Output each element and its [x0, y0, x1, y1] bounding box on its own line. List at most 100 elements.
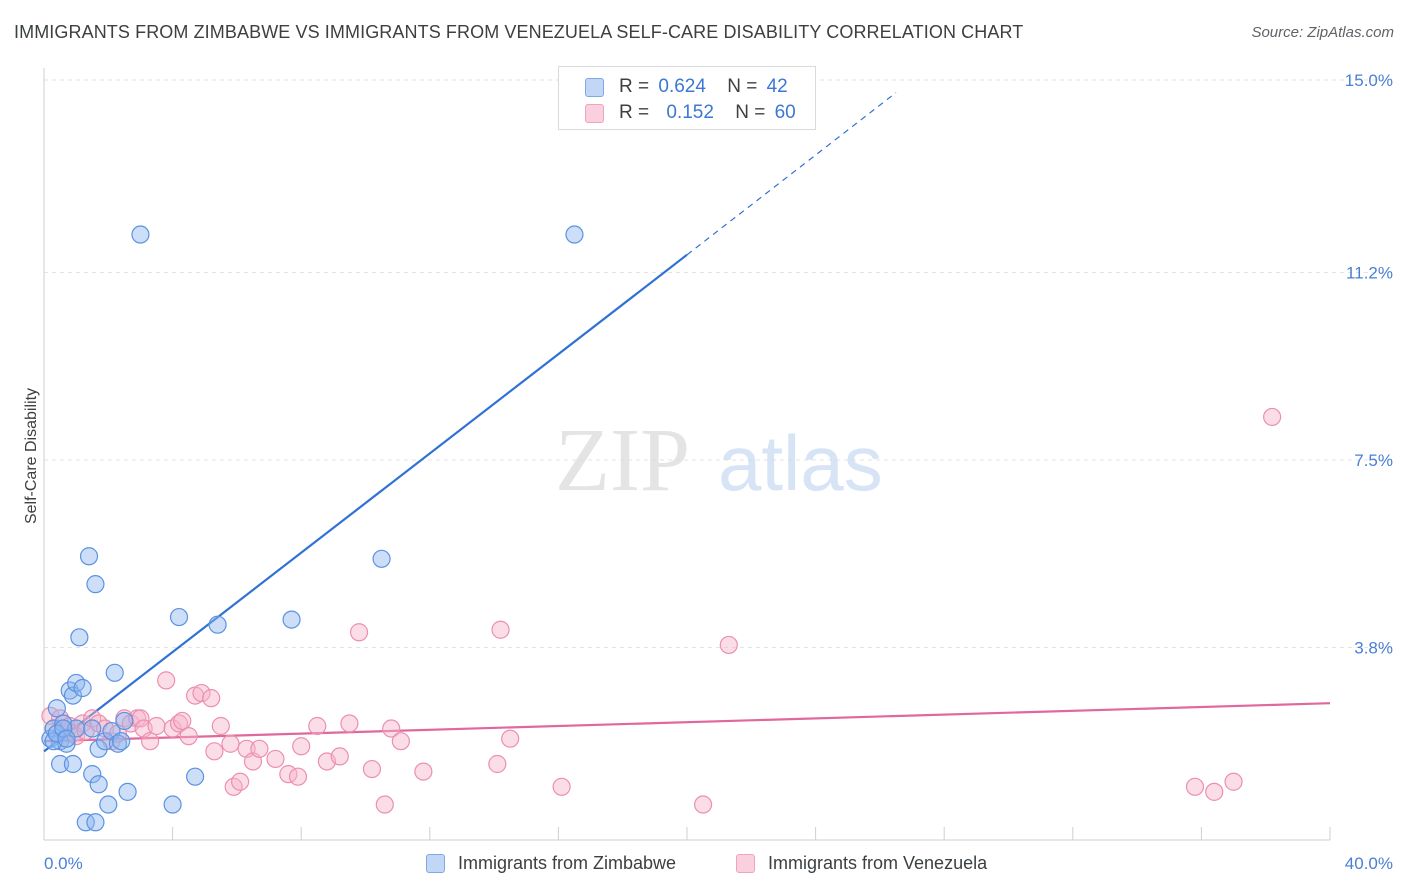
data-point-series-0 — [108, 734, 128, 753]
data-point-series-0 — [73, 678, 92, 698]
data-point-series-0 — [131, 225, 150, 244]
data-point-series-0 — [99, 795, 118, 814]
data-point-series-1 — [391, 732, 410, 751]
trend-line-series-1 — [43, 702, 1331, 743]
data-point-series-0 — [208, 615, 227, 634]
data-point-series-1 — [192, 683, 211, 703]
data-point-series-1 — [211, 716, 230, 736]
data-point-series-1 — [488, 754, 507, 774]
data-point-series-0 — [70, 628, 89, 647]
data-point-series-0 — [112, 732, 131, 751]
y-tick-label: 3.8% — [1354, 638, 1393, 657]
data-point-series-1 — [202, 689, 221, 708]
watermark: ZIP atlas — [555, 411, 883, 510]
correlation-legend: R = 0.624 N = 42 R = 0.152 N = 60 — [558, 66, 816, 130]
data-points — [41, 225, 1282, 832]
data-point-series-1 — [169, 714, 189, 733]
data-point-series-1 — [1205, 782, 1224, 801]
data-point-series-1 — [349, 623, 369, 642]
data-point-series-0 — [83, 765, 102, 784]
data-point-series-1 — [231, 772, 250, 791]
data-point-series-0 — [89, 739, 108, 758]
legend-n-value: 60 — [774, 102, 796, 123]
data-point-series-1 — [179, 727, 198, 746]
data-point-series-0 — [79, 547, 99, 566]
data-point-series-0 — [163, 795, 182, 814]
data-point-series-1 — [266, 749, 285, 769]
data-point-series-1 — [250, 739, 269, 758]
data-point-series-1 — [501, 729, 520, 748]
data-point-series-0 — [372, 549, 391, 568]
source-label: Source: ZipAtlas.com — [1251, 24, 1394, 41]
data-point-series-0 — [186, 767, 205, 786]
tick-labels: 3.8% 7.5% 11.2% 15.0% 0.0% 40.0% — [44, 71, 1393, 873]
data-point-series-1 — [50, 709, 70, 728]
legend-n-value: 42 — [766, 76, 788, 97]
data-point-series-0 — [105, 663, 124, 682]
legend-n-label: N = — [735, 102, 766, 123]
x-tick-label-min: 0.0% — [44, 854, 83, 873]
y-axis-label: Self-Care Disability — [23, 388, 40, 524]
data-point-series-1 — [140, 732, 160, 751]
trend-line-series-0 — [43, 253, 688, 753]
data-point-series-0 — [86, 813, 105, 832]
legend-r-value: 0.152 — [666, 102, 714, 123]
series-label-venezuela: Immigrants from Venezuela — [768, 853, 988, 873]
data-point-series-0 — [54, 719, 73, 738]
y-tick-label: 11.2% — [1346, 264, 1393, 283]
data-point-series-1 — [1224, 772, 1243, 791]
data-point-series-1 — [221, 734, 240, 753]
data-point-series-0 — [83, 719, 102, 738]
data-point-series-1 — [382, 719, 401, 738]
data-point-series-1 — [173, 711, 192, 731]
data-point-series-1 — [491, 620, 510, 639]
legend-text-zimbabwe: R = 0.624 N = 42 — [619, 76, 788, 98]
y-tick-label: 15.0% — [1345, 71, 1393, 90]
data-point-series-0 — [89, 775, 108, 794]
chart-title: IMMIGRANTS FROM ZIMBABWE VS IMMIGRANTS F… — [14, 22, 1024, 42]
legend-swatch-zimbabwe — [585, 78, 604, 97]
data-point-series-1 — [362, 759, 382, 779]
legend-swatch-venezuela — [585, 104, 604, 123]
series-legend: Immigrants from Zimbabwe Immigrants from… — [0, 853, 1406, 877]
data-point-series-1 — [205, 742, 224, 761]
data-point-series-1 — [330, 747, 349, 766]
data-point-series-1 — [308, 716, 327, 736]
data-point-series-0 — [118, 782, 137, 801]
trend-lines — [43, 92, 1331, 753]
legend-r-label: R = — [619, 102, 650, 123]
data-point-series-0 — [115, 711, 134, 731]
data-point-series-1 — [340, 714, 359, 733]
data-point-series-1 — [375, 795, 394, 814]
data-point-series-1 — [1263, 407, 1282, 427]
legend-text-venezuela: R = 0.152 N = 60 — [619, 102, 796, 124]
legend-r-value: 0.624 — [658, 76, 706, 97]
data-point-series-1 — [288, 767, 308, 786]
data-point-series-0 — [565, 225, 584, 244]
data-point-series-0 — [282, 610, 301, 629]
data-point-series-0 — [169, 607, 189, 627]
data-point-series-1 — [414, 762, 433, 781]
data-point-series-0 — [50, 754, 70, 774]
data-point-series-1 — [719, 635, 738, 655]
x-tick-label-max: 40.0% — [1345, 854, 1393, 873]
legend-r-label: R = — [619, 76, 650, 97]
data-point-series-1 — [693, 795, 713, 814]
data-point-series-0 — [47, 699, 66, 718]
y-tick-label: 7.5% — [1354, 451, 1393, 470]
watermark-atlas: atlas — [718, 419, 883, 507]
data-point-series-1 — [552, 777, 571, 796]
data-point-series-0 — [63, 754, 83, 774]
data-point-series-0 — [57, 729, 76, 748]
legend-n-label: N = — [727, 76, 758, 97]
watermark-zip: ZIP — [555, 411, 690, 510]
data-point-series-0 — [86, 575, 105, 594]
data-point-series-1 — [147, 716, 166, 736]
data-point-series-1 — [1185, 777, 1205, 796]
axes — [43, 68, 1330, 841]
series-swatch-zimbabwe — [426, 854, 445, 873]
data-point-series-1 — [157, 671, 176, 690]
series-label-zimbabwe: Immigrants from Zimbabwe — [458, 853, 677, 873]
series-swatch-venezuela — [736, 854, 755, 873]
